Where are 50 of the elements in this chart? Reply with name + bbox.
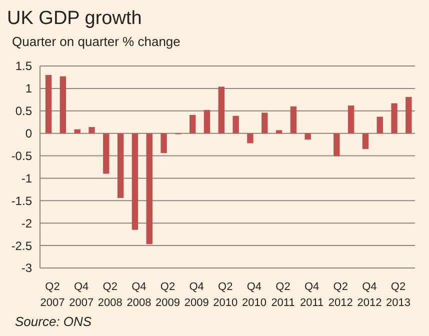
bar xyxy=(406,96,412,134)
bar xyxy=(45,74,52,134)
chart-title: UK GDP growth xyxy=(7,8,142,29)
x-tick-label: Q4 2008 xyxy=(126,281,152,309)
bar xyxy=(103,133,110,174)
x-tick-label: Q4 2007 xyxy=(69,281,94,309)
x-tick-label: Q2 2010 xyxy=(213,281,238,309)
bar xyxy=(334,133,340,156)
bar xyxy=(276,130,282,134)
y-tick-label: -1 xyxy=(21,171,32,186)
x-tick-label: Q2 2012 xyxy=(328,281,353,309)
y-tick-label: -0.5 xyxy=(11,148,32,163)
x-tick-label: Q2 2007 xyxy=(40,281,65,309)
bar xyxy=(362,133,369,150)
bar xyxy=(132,133,138,230)
bar xyxy=(290,106,297,134)
x-tick-label: Q4 2011 xyxy=(300,281,324,309)
y-tick-label: 0 xyxy=(25,126,32,141)
x-tick-label: Q2 2013 xyxy=(386,281,411,309)
bar xyxy=(247,133,254,144)
x-tick-label: Q4 2009 xyxy=(184,281,209,309)
bar xyxy=(117,133,124,198)
x-tick-label: Q2 2011 xyxy=(271,281,295,309)
bar xyxy=(348,106,354,134)
bar xyxy=(60,76,66,134)
x-tick-label: Q2 2009 xyxy=(156,281,180,309)
x-tick-label: Q4 2012 xyxy=(357,281,382,309)
y-tick-label: 1 xyxy=(25,82,32,96)
bar xyxy=(146,133,152,244)
x-tick-label: Q2 2008 xyxy=(98,281,122,309)
bar xyxy=(262,112,268,134)
bar xyxy=(88,127,95,134)
y-tick-label: 0.5 xyxy=(15,104,32,118)
bar xyxy=(160,133,167,154)
y-tick-label: -2 xyxy=(21,216,32,230)
bar xyxy=(391,103,398,134)
x-tick-label: Q4 2010 xyxy=(242,281,266,309)
y-tick-label: 1.5 xyxy=(15,59,32,74)
bar xyxy=(204,110,210,134)
bar xyxy=(376,116,383,134)
y-tick-label: -2.5 xyxy=(11,238,32,253)
y-tick-label: -3 xyxy=(21,261,32,276)
y-tick-label: -1.5 xyxy=(11,194,32,208)
bar xyxy=(74,129,80,134)
source-note: Source: ONS xyxy=(15,314,92,329)
bar xyxy=(304,133,311,140)
chart-subtitle: Quarter on quarter % change xyxy=(12,34,180,49)
bar xyxy=(218,86,224,134)
bar xyxy=(189,114,196,134)
bar xyxy=(232,116,239,134)
